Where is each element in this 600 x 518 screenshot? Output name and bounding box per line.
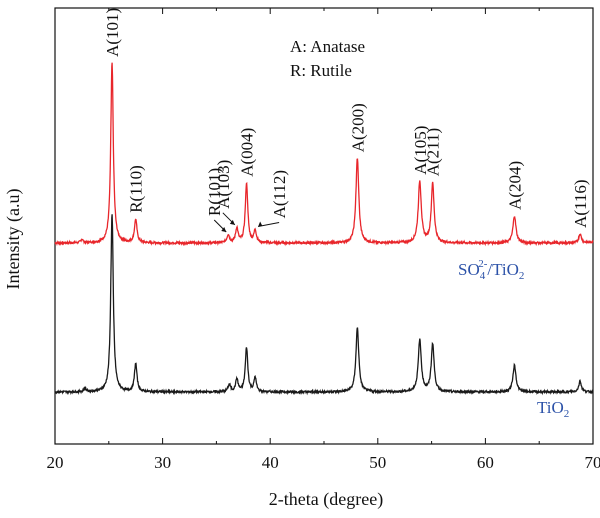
- series-label-sulfated: SO42-/TiO2: [458, 258, 524, 282]
- x-tick-label: 20: [47, 453, 64, 472]
- x-tick-label: 30: [154, 453, 171, 472]
- peak-label: R(101): [205, 168, 224, 216]
- peak-label: A(105): [411, 126, 430, 175]
- annotation-arrow: [258, 221, 280, 227]
- series-line-0: [54, 62, 594, 247]
- annotation-arrowhead: [229, 219, 235, 225]
- peak-label: A(204): [506, 161, 525, 210]
- annotation-arrowhead: [258, 221, 263, 227]
- legend-entry-rutile: R: Rutile: [290, 61, 352, 80]
- x-axis-title: 2-theta (degree): [269, 489, 383, 510]
- x-tick-label: 50: [369, 453, 386, 472]
- legend-entry-anatase: A: Anatase: [290, 37, 365, 56]
- x-tick-label: 70: [585, 453, 600, 472]
- peak-label: A(200): [348, 103, 367, 152]
- series-label-tio2: TiO2: [537, 398, 569, 420]
- series-line-1: [54, 214, 594, 396]
- tick-layer: 20 30 40 50 60 70: [47, 8, 600, 472]
- peak-label: A(116): [571, 179, 590, 227]
- annotation-arrowhead: [221, 226, 227, 232]
- x-tick-label: 40: [262, 453, 279, 472]
- peak-label: A(101): [103, 8, 122, 57]
- series-layer: [54, 62, 594, 396]
- x-tick-label: 60: [477, 453, 494, 472]
- peak-label: A(112): [270, 170, 289, 218]
- peak-label: A(103): [214, 160, 233, 209]
- peak-label: A(004): [238, 128, 257, 177]
- y-axis-title: Intensity (a.u): [3, 189, 24, 290]
- peak-label: R(110): [127, 165, 146, 213]
- annotation-layer: A(101) R(110) R(101)A(103) A(004) A(112) A(20…: [103, 8, 590, 233]
- peak-label: A(211): [424, 128, 443, 176]
